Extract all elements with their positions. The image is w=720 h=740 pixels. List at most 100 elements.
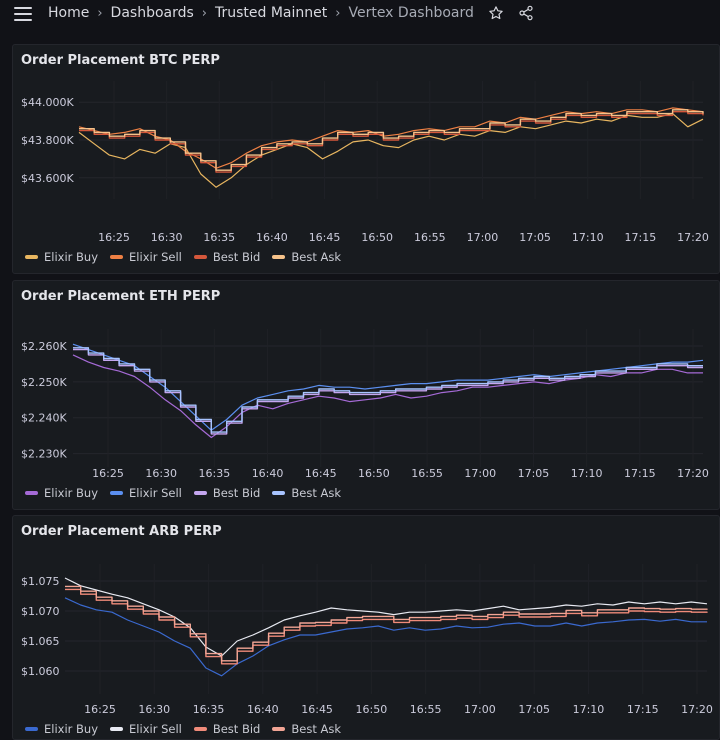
legend-item[interactable]: Elixir Sell	[110, 250, 182, 264]
series-line-sell	[78, 107, 704, 169]
arb-chart: $1.075 $1.070 $1.065 $1.060 16:25 16:30 16:35 1…	[21, 564, 713, 716]
arb-panel: Order Placement ARB PERP $1.075 $1.070 $1.…	[12, 515, 720, 740]
legend-label: Best Bid	[212, 250, 261, 264]
x-tick-label: 16:45	[305, 467, 337, 480]
x-tick-label: 17:00	[467, 231, 499, 244]
legend-label: Elixir Buy	[44, 250, 99, 264]
x-tick-label: 17:05	[519, 231, 551, 244]
series-line-ask	[73, 347, 703, 433]
series-line-bid	[73, 348, 703, 435]
x-tick-label: 17:15	[625, 231, 657, 244]
panel-title: Order Placement BTC PERP	[21, 53, 220, 68]
series-line-bid	[65, 588, 708, 665]
legend-swatch	[25, 255, 38, 259]
breadcrumb-dashboards[interactable]: Dashboards	[110, 5, 194, 21]
y-tick-label: $2.260K	[21, 340, 67, 353]
btc-panel: Order Placement BTC PERP $44.000K $43.800…	[12, 44, 720, 274]
x-tick-label: 17:20	[681, 703, 713, 716]
legend-item[interactable]: Best Bid	[193, 486, 260, 500]
btc-legend: Elixir Buy Elixir Sell Best Bid Best Ask	[25, 250, 353, 264]
legend-item[interactable]: Elixir Buy	[25, 250, 98, 264]
legend-item[interactable]: Best Bid	[193, 722, 261, 736]
legend-item[interactable]: Best Bid	[193, 250, 261, 264]
y-tick-label: $2.230K	[21, 448, 67, 461]
legend-label: Elixir Buy	[44, 486, 99, 500]
legend-label: Elixir Sell	[129, 722, 182, 736]
legend-item[interactable]: Elixir Sell	[110, 722, 182, 736]
y-tick-label: $1.060	[21, 665, 60, 678]
x-tick-label: 17:20	[677, 467, 709, 480]
x-tick-label: 17:05	[518, 467, 550, 480]
legend-swatch	[110, 491, 124, 495]
y-tick-label: $2.250K	[21, 376, 67, 389]
legend-label: Best Bid	[212, 722, 261, 736]
x-tick-label: 16:40	[256, 231, 288, 244]
arb-legend: Elixir Buy Elixir Sell Best Bid Best Ask	[25, 722, 353, 736]
x-tick-label: 16:35	[203, 231, 235, 244]
y-tick-label: $1.065	[21, 635, 60, 648]
y-tick-label: $43.600K	[21, 172, 74, 185]
x-tick-label: 16:30	[138, 703, 170, 716]
legend-item[interactable]: Best Ask	[272, 486, 341, 500]
legend-swatch	[193, 491, 207, 495]
eth-legend: Elixir Buy Elixir Sell Best Bid Best Ask	[25, 486, 353, 500]
breadcrumb-home[interactable]: Home	[48, 5, 90, 21]
x-tick-label: 16:55	[414, 231, 446, 244]
legend-swatch	[193, 727, 207, 731]
x-tick-label: 17:00	[464, 703, 496, 716]
series-line-ask	[79, 109, 704, 171]
x-tick-label: 16:30	[151, 231, 183, 244]
legend-swatch	[110, 727, 124, 731]
panel-title: Order Placement ARB PERP	[21, 524, 222, 539]
btc-chart: $44.000K $43.800K $43.600K 16:25 16:30 16:35 1…	[21, 81, 709, 244]
legend-item[interactable]: Best Ask	[272, 722, 341, 736]
panel-title: Order Placement ETH PERP	[21, 289, 221, 304]
x-tick-label: 16:55	[410, 703, 442, 716]
x-tick-label: 17:05	[518, 703, 550, 716]
legend-label: Elixir Sell	[129, 486, 182, 500]
x-tick-label: 16:50	[356, 703, 388, 716]
breadcrumb-folder[interactable]: Trusted Mainnet	[215, 5, 328, 21]
breadcrumb: Home › Dashboards › Trusted Mainnet › Ve…	[48, 5, 534, 21]
share-icon[interactable]	[518, 5, 534, 21]
x-tick-label: 17:10	[573, 703, 605, 716]
x-tick-label: 17:15	[627, 703, 659, 716]
y-tick-label: $2.240K	[21, 412, 67, 425]
legend-label: Best Ask	[291, 250, 341, 264]
x-tick-label: 16:35	[199, 467, 231, 480]
x-tick-label: 16:40	[252, 467, 284, 480]
y-tick-label: $1.070	[21, 605, 60, 618]
legend-item[interactable]: Best Ask	[272, 250, 341, 264]
x-tick-label: 16:50	[361, 231, 393, 244]
star-icon[interactable]	[488, 5, 504, 21]
x-tick-label: 16:45	[309, 231, 341, 244]
x-tick-label: 16:40	[247, 703, 279, 716]
series-line-buy	[78, 113, 704, 188]
legend-swatch	[25, 727, 38, 731]
y-tick-label: $44.000K	[21, 96, 74, 109]
x-tick-label: 17:10	[572, 231, 604, 244]
legend-item[interactable]: Elixir Sell	[110, 486, 182, 500]
legend-swatch	[272, 255, 286, 259]
legend-label: Elixir Buy	[44, 722, 99, 736]
chevron-right-icon: ›	[97, 5, 103, 21]
menu-icon[interactable]	[14, 7, 32, 21]
x-tick-label: 17:20	[677, 231, 709, 244]
series-line-buy	[72, 354, 703, 439]
breadcrumb-current: Vertex Dashboard	[348, 5, 474, 21]
legend-item[interactable]: Elixir Buy	[25, 486, 98, 500]
legend-label: Best Ask	[291, 722, 341, 736]
y-tick-label: $1.075	[21, 575, 60, 588]
legend-item[interactable]: Elixir Buy	[25, 722, 98, 736]
chevron-right-icon: ›	[201, 5, 207, 21]
legend-swatch	[272, 491, 286, 495]
legend-swatch	[25, 491, 38, 495]
x-tick-label: 16:30	[145, 467, 177, 480]
legend-label: Elixir Sell	[129, 250, 182, 264]
series-line-sell	[64, 577, 708, 657]
x-tick-label: 16:50	[358, 467, 390, 480]
legend-label: Best Ask	[291, 486, 341, 500]
x-tick-label: 17:00	[464, 467, 496, 480]
series-line-ask	[65, 585, 708, 662]
x-tick-label: 16:35	[193, 703, 225, 716]
